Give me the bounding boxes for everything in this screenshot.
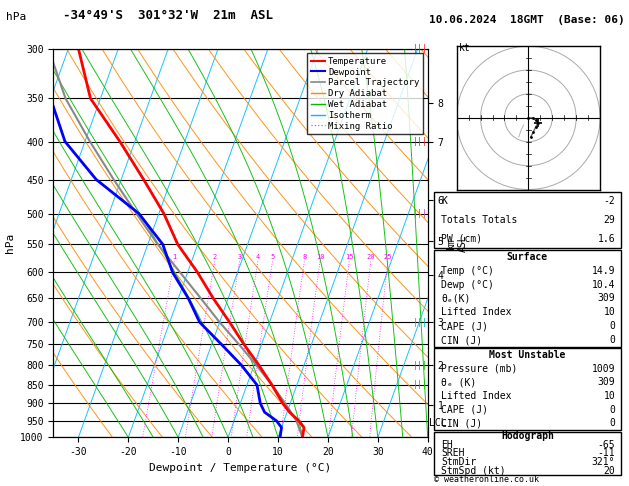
Text: -11: -11 (598, 449, 615, 458)
Text: 8: 8 (302, 254, 306, 260)
Text: 2: 2 (213, 254, 217, 260)
Text: Hodograph: Hodograph (501, 431, 554, 441)
Text: 20: 20 (603, 466, 615, 476)
Text: 4: 4 (256, 254, 260, 260)
Text: kt: kt (459, 43, 471, 53)
Text: |||: ||| (413, 361, 428, 370)
Text: CIN (J): CIN (J) (442, 418, 482, 428)
Text: 309: 309 (598, 378, 615, 387)
Text: Totals Totals: Totals Totals (442, 215, 518, 225)
Text: PW (cm): PW (cm) (442, 234, 482, 243)
Text: -65: -65 (598, 440, 615, 450)
Text: hPa: hPa (6, 12, 26, 22)
Text: 321°: 321° (592, 457, 615, 467)
Text: 3: 3 (237, 254, 242, 260)
Text: 5: 5 (270, 254, 275, 260)
Text: -34°49'S  301°32'W  21m  ASL: -34°49'S 301°32'W 21m ASL (63, 9, 273, 22)
Text: 10.4: 10.4 (592, 279, 615, 290)
Text: 0: 0 (610, 418, 615, 428)
Text: 29: 29 (603, 215, 615, 225)
Text: θₑ(K): θₑ(K) (442, 294, 471, 303)
Text: © weatheronline.co.uk: © weatheronline.co.uk (434, 474, 539, 484)
Text: Lifted Index: Lifted Index (442, 391, 512, 401)
Text: 0: 0 (610, 405, 615, 415)
Text: |||: ||| (413, 381, 428, 389)
Text: Lifted Index: Lifted Index (442, 307, 512, 317)
Text: 309: 309 (598, 294, 615, 303)
Text: |||: ||| (413, 137, 428, 146)
Text: θₑ (K): θₑ (K) (442, 378, 477, 387)
Text: Surface: Surface (507, 252, 548, 262)
X-axis label: Dewpoint / Temperature (°C): Dewpoint / Temperature (°C) (150, 463, 331, 473)
Y-axis label: km
ASL: km ASL (446, 234, 468, 252)
Text: 1009: 1009 (592, 364, 615, 374)
Text: Dewp (°C): Dewp (°C) (442, 279, 494, 290)
Text: 1: 1 (172, 254, 177, 260)
Text: |||: ||| (413, 209, 428, 218)
Text: EH: EH (442, 440, 454, 450)
Text: 10: 10 (316, 254, 324, 260)
Text: StmDir: StmDir (442, 457, 477, 467)
Legend: Temperature, Dewpoint, Parcel Trajectory, Dry Adiabat, Wet Adiabat, Isotherm, Mi: Temperature, Dewpoint, Parcel Trajectory… (308, 53, 423, 134)
Text: CAPE (J): CAPE (J) (442, 405, 489, 415)
Text: 10: 10 (603, 307, 615, 317)
Text: Most Unstable: Most Unstable (489, 350, 565, 360)
Text: CAPE (J): CAPE (J) (442, 321, 489, 331)
Text: StmSpd (kt): StmSpd (kt) (442, 466, 506, 476)
Text: SREH: SREH (442, 449, 465, 458)
Text: 20: 20 (367, 254, 375, 260)
Text: 0: 0 (610, 321, 615, 331)
Text: Temp (°C): Temp (°C) (442, 266, 494, 276)
Text: 10.06.2024  18GMT  (Base: 06): 10.06.2024 18GMT (Base: 06) (429, 15, 625, 25)
Text: K: K (442, 196, 447, 206)
Text: 0: 0 (610, 335, 615, 345)
Text: |||: ||| (413, 44, 428, 53)
Text: 1.6: 1.6 (598, 234, 615, 243)
Text: |||: ||| (413, 318, 428, 327)
Y-axis label: hPa: hPa (4, 233, 14, 253)
Text: CIN (J): CIN (J) (442, 335, 482, 345)
Text: LCL: LCL (429, 417, 447, 428)
Text: Pressure (mb): Pressure (mb) (442, 364, 518, 374)
Text: 25: 25 (384, 254, 392, 260)
Text: -2: -2 (603, 196, 615, 206)
Text: 14.9: 14.9 (592, 266, 615, 276)
Text: 10: 10 (603, 391, 615, 401)
Text: 15: 15 (345, 254, 353, 260)
